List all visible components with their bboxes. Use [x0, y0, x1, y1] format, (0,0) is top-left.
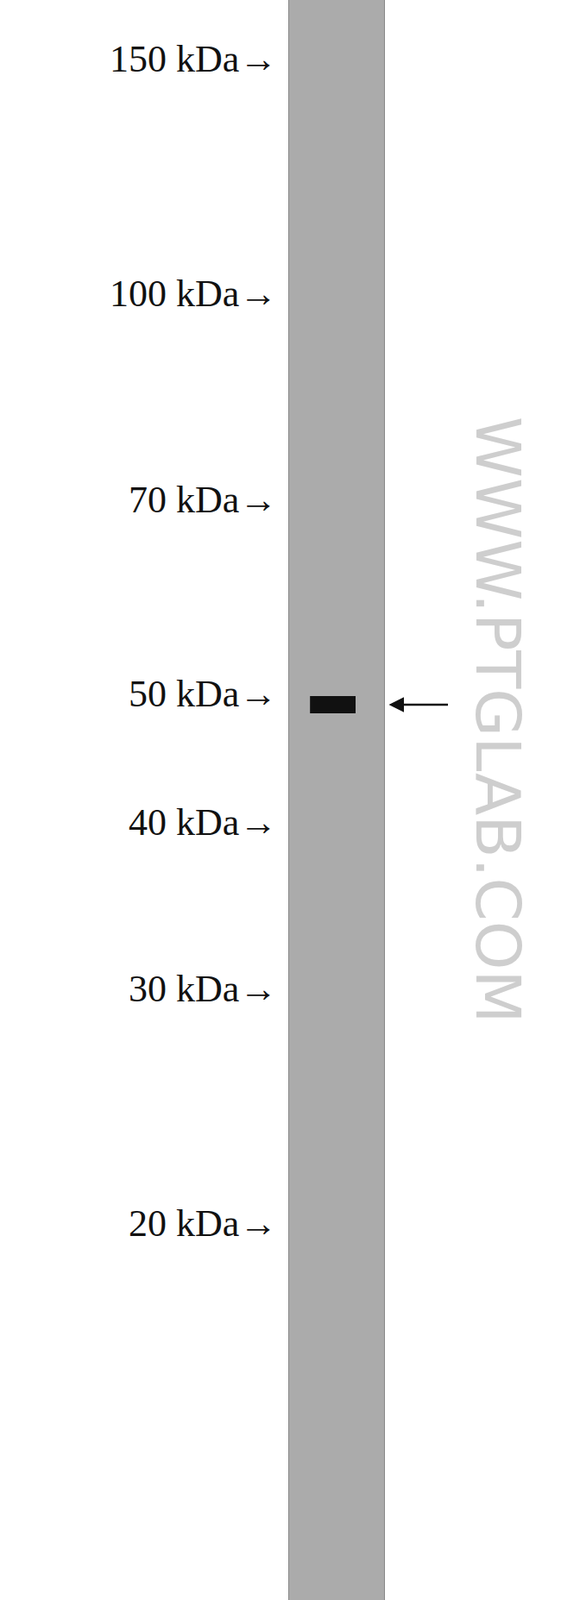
svg-text:20 kDa→: 20 kDa→ — [128, 1203, 278, 1246]
svg-text:50 kDa→: 50 kDa→ — [128, 673, 278, 716]
svg-text:70 kDa→: 70 kDa→ — [128, 479, 278, 522]
svg-text:30 kDa→: 30 kDa→ — [128, 968, 278, 1011]
svg-text:WWW.PTGLAB.COM: WWW.PTGLAB.COM — [461, 416, 535, 1025]
svg-text:100 kDa→: 100 kDa→ — [109, 272, 278, 316]
svg-text:40 kDa→: 40 kDa→ — [128, 801, 278, 845]
svg-text:150 kDa→: 150 kDa→ — [109, 37, 278, 81]
